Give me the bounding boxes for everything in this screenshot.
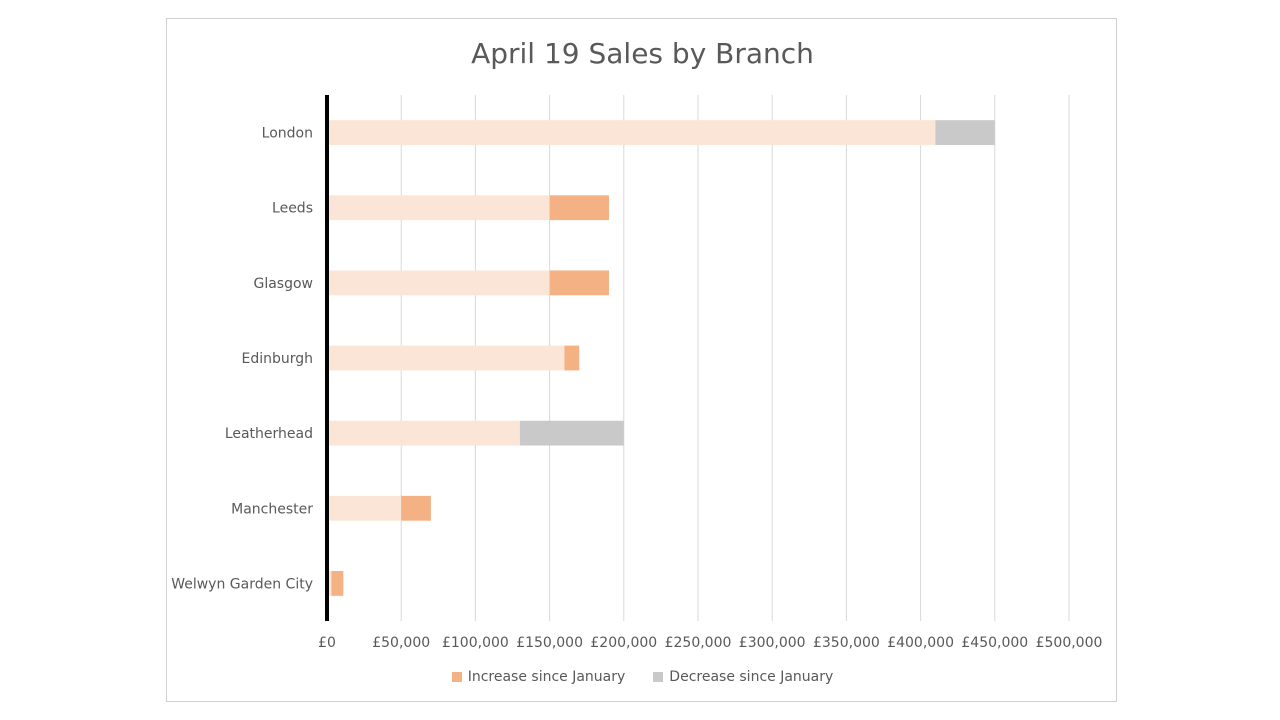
bar-segment-1 — [401, 495, 431, 521]
x-tick-label: £150,000 — [516, 635, 583, 651]
x-tick-label: £250,000 — [665, 635, 732, 651]
bar-segment-1 — [549, 270, 609, 296]
bar-segment-2 — [519, 420, 624, 446]
bar-segment-0 — [327, 495, 402, 521]
bar-segment-0 — [327, 420, 520, 446]
legend-label-increase: Increase since January — [467, 669, 626, 685]
y-category-label: Leatherhead — [225, 426, 313, 442]
x-tick-label: £0 — [318, 635, 336, 651]
bar-segment-0 — [327, 345, 565, 371]
legend-swatch-decrease — [653, 672, 664, 682]
y-category-label: Glasgow — [253, 276, 313, 292]
y-category-label: Leeds — [272, 201, 313, 217]
y-category-label: London — [262, 126, 313, 142]
x-tick-label: £50,000 — [372, 635, 430, 651]
bar-segment-0 — [327, 195, 550, 221]
y-category-label: Edinburgh — [241, 351, 313, 367]
bar-segment-2 — [935, 120, 995, 145]
chart-title: April 19 Sales by Branch — [471, 37, 814, 70]
legend-item-decrease: Decrease since January — [653, 669, 833, 685]
x-tick-label: £500,000 — [1036, 635, 1103, 651]
bar-segment-0 — [327, 270, 550, 296]
legend: Increase since January Decrease since Ja… — [167, 669, 1118, 685]
x-tick-label: £200,000 — [590, 635, 657, 651]
x-tick-label: £450,000 — [961, 635, 1028, 651]
x-tick-label: £300,000 — [739, 635, 806, 651]
bar-segment-0 — [327, 571, 332, 596]
legend-swatch-increase — [451, 672, 462, 682]
legend-item-increase: Increase since January — [451, 669, 626, 685]
x-tick-label: £100,000 — [442, 635, 509, 651]
y-category-label: Welwyn Garden City — [171, 576, 313, 592]
y-category-label: Manchester — [231, 501, 313, 517]
legend-label-decrease: Decrease since January — [669, 669, 834, 685]
bar-segment-1 — [331, 571, 344, 596]
chart-frame: April 19 Sales by Branch £0 £50,000 £100,0… — [166, 18, 1117, 702]
x-tick-label: £350,000 — [813, 635, 880, 651]
bar-segment-1 — [564, 345, 580, 371]
bar-segment-1 — [549, 195, 609, 221]
chart-plot: £0 £50,000 £100,000 £150,000 £200,000 £250,00… — [171, 95, 1103, 651]
x-tick-label: £400,000 — [887, 635, 954, 651]
bar-segment-0 — [327, 120, 936, 145]
